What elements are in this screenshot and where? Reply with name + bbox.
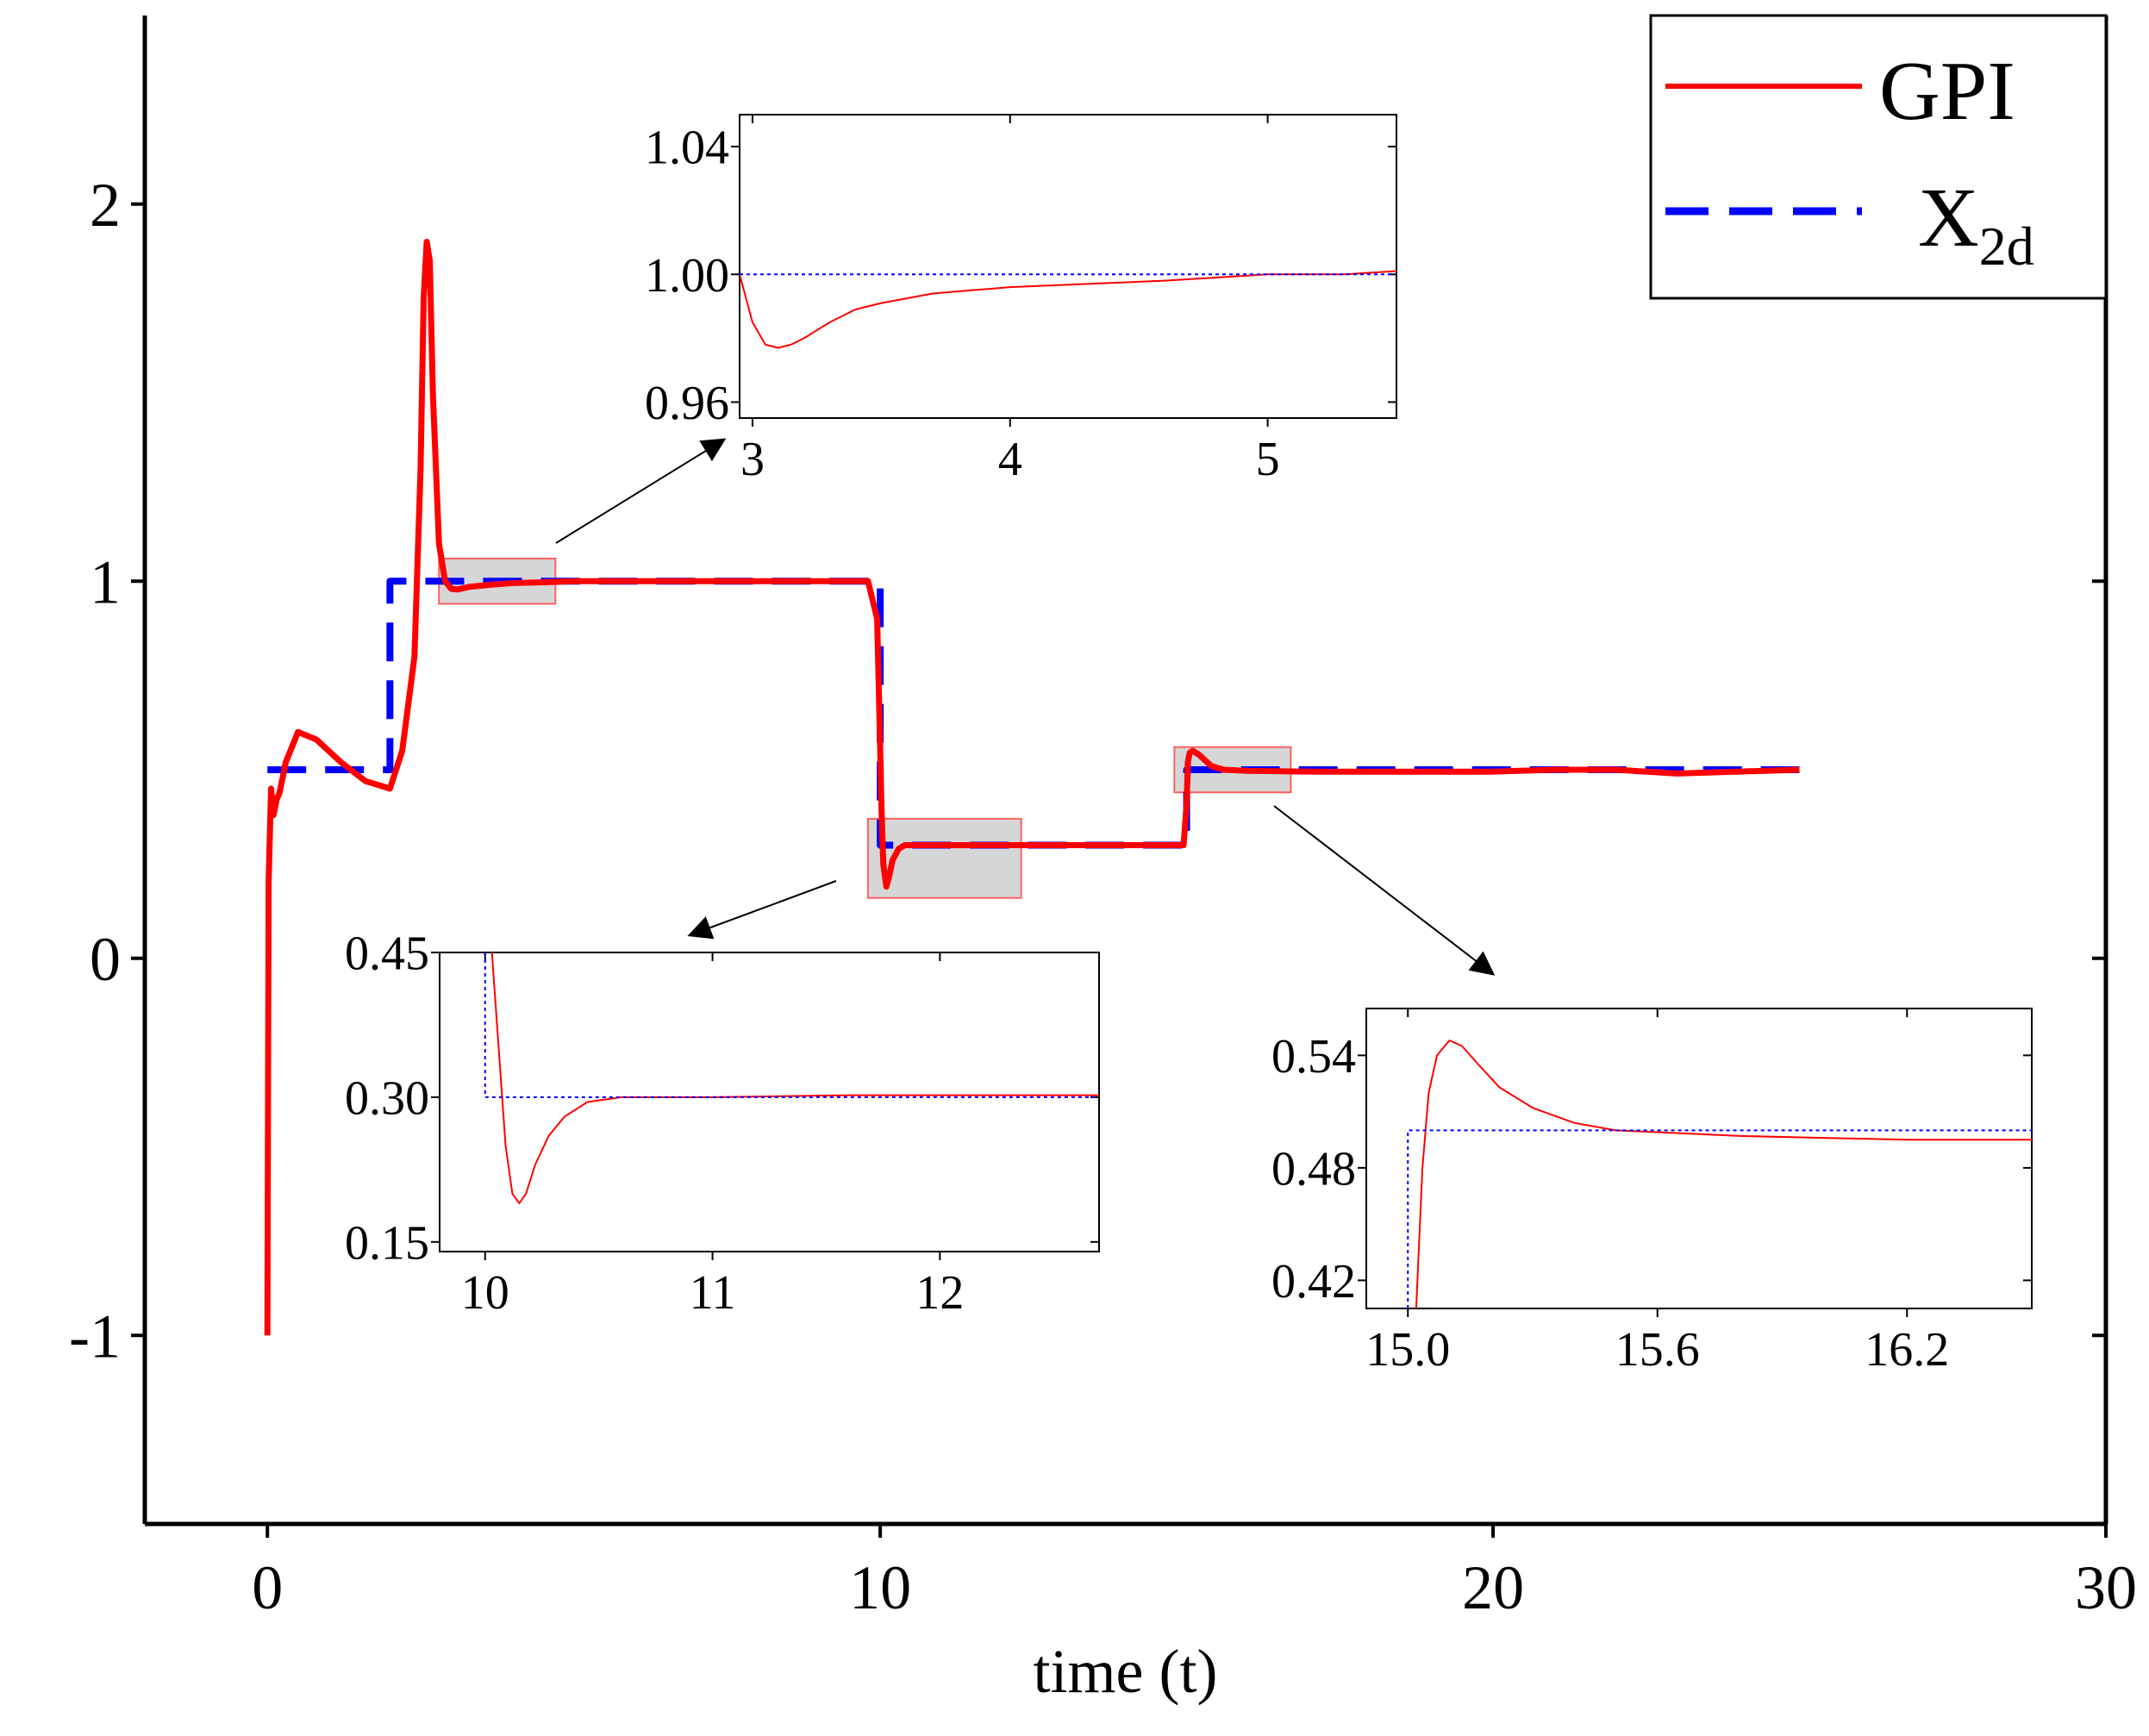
inset1-x-tick-label: 5 xyxy=(1256,433,1280,486)
callout-arrows xyxy=(555,438,1496,976)
legend-label-x2d-sub: 2d xyxy=(1979,215,2034,277)
main-y-tick-label: 1 xyxy=(90,547,121,616)
inset3-x-tick-label: 15.6 xyxy=(1615,1323,1700,1377)
inset2-series-gpi xyxy=(490,952,1099,1205)
inset3-y-tick-label: 0.48 xyxy=(1271,1142,1356,1196)
main-x-tick-label: 20 xyxy=(1462,1553,1524,1622)
inset3-series-gpi xyxy=(1415,1039,2032,1308)
inset1-y-tick-label: 1.00 xyxy=(645,249,729,303)
main-series xyxy=(264,239,1800,1336)
main-x-axis-title: time (t) xyxy=(1034,1637,1218,1706)
legend-label-x2d: X2d xyxy=(1918,172,2034,277)
inset1-x-tick-label: 3 xyxy=(740,433,765,486)
inset2-y-tick-label: 0.30 xyxy=(345,1072,429,1126)
inset2-y-tick-label: 0.15 xyxy=(345,1216,429,1270)
inset3-x-tick-label: 16.2 xyxy=(1865,1323,1949,1377)
inset2-x-tick-label: 10 xyxy=(461,1266,509,1320)
inset-chart-1: 3 4 5 0.96 1.00 1.04 xyxy=(645,114,1397,486)
inset-chart-2: 10 11 12 0.15 0.30 0.45 xyxy=(345,927,1100,1320)
main-y-tick-label: -1 xyxy=(69,1302,121,1371)
main-x-tick-label: 0 xyxy=(252,1553,283,1622)
inset1-y-tick-label: 1.04 xyxy=(645,122,729,175)
callout-arrow-3 xyxy=(1273,805,1496,976)
legend-box xyxy=(1649,14,2108,300)
inset1-series-gpi xyxy=(740,270,1396,349)
legend-label-x2d-main: X xyxy=(1918,172,1979,265)
inset2-series-x-2d xyxy=(484,952,1099,1098)
inset2-x-tick-label: 12 xyxy=(915,1266,964,1320)
inset3-series-x-2d xyxy=(1407,1129,2032,1308)
inset3-x-tick-label: 15.0 xyxy=(1365,1323,1450,1377)
legend: GPI X2d xyxy=(1649,14,2108,300)
inset1-x-tick-label: 4 xyxy=(998,433,1022,486)
inset3-y-tick-label: 0.42 xyxy=(1271,1255,1356,1308)
main-series-x-2d xyxy=(267,578,1800,849)
inset2-frame xyxy=(439,952,1100,1252)
callout-arrow-2 xyxy=(687,880,837,940)
inset2-y-tick-label: 0.45 xyxy=(345,927,429,981)
main-series-gpi xyxy=(264,239,1800,1336)
main-x-tick-label: 30 xyxy=(2075,1553,2137,1622)
main-y-tick-label: 0 xyxy=(90,925,121,994)
inset3-y-tick-label: 0.54 xyxy=(1271,1030,1356,1083)
legend-label-gpi: GPI xyxy=(1879,45,2015,138)
inset1-y-tick-label: 0.96 xyxy=(645,377,729,430)
inset2-x-tick-label: 11 xyxy=(690,1266,736,1320)
inset-chart-3: 15.0 15.6 16.2 0.42 0.48 0.54 xyxy=(1271,1008,2033,1377)
inset1-frame xyxy=(739,114,1397,419)
main-x-tick-label: 10 xyxy=(849,1553,911,1622)
main-y-tick-label: 2 xyxy=(90,171,121,240)
callout-arrow-1 xyxy=(555,438,727,544)
inset3-frame xyxy=(1365,1008,2033,1309)
